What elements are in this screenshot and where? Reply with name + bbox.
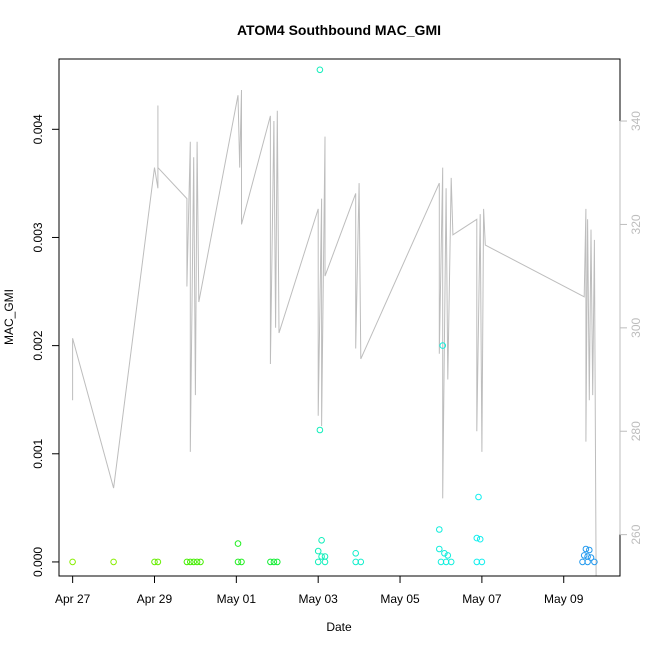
y2-tick-label: 300 — [629, 318, 643, 338]
scatter-point — [321, 558, 329, 566]
scatter-point — [183, 558, 191, 566]
scatter-point — [234, 558, 242, 566]
scatter-point — [318, 537, 325, 544]
scatter-point — [475, 493, 482, 501]
scatter-point — [439, 342, 447, 349]
x-tick-label: May 05 — [380, 592, 420, 606]
scatter-point — [586, 546, 593, 554]
scatter-point — [238, 558, 245, 566]
scatter-point — [476, 535, 484, 543]
y-axis: 0.000 0.001 0.002 0.003 0.004 — [31, 114, 60, 577]
scatter-series — [69, 66, 598, 566]
line-series — [72, 89, 597, 577]
scatter-point — [587, 554, 595, 561]
scatter-point — [270, 558, 278, 566]
y2-tick-label: 280 — [629, 421, 643, 441]
scatter-point — [437, 558, 445, 566]
x-axis-label: Date — [326, 620, 352, 634]
scatter-point — [321, 553, 329, 560]
y-tick-label: 0.003 — [31, 222, 45, 252]
scatter-point — [267, 558, 274, 566]
scatter-point — [473, 558, 481, 566]
scatter-point — [197, 558, 204, 566]
y2-axis: 260 280 300 320 340 — [619, 111, 643, 545]
line-series-path — [72, 89, 597, 577]
scatter-point — [154, 558, 162, 566]
y-tick-label: 0.002 — [31, 330, 45, 360]
scatter-point — [316, 426, 324, 434]
y-tick-label: 0.000 — [31, 547, 45, 577]
x-tick-label: Apr 27 — [55, 592, 91, 606]
y2-tick-label: 260 — [629, 524, 643, 544]
x-tick-label: Apr 29 — [137, 592, 173, 606]
scatter-point — [444, 552, 452, 559]
scatter-point — [447, 558, 455, 566]
y-tick-label: 0.001 — [31, 438, 45, 468]
scatter-point — [436, 526, 443, 533]
y-tick-label: 0.004 — [31, 114, 45, 144]
x-tick-label: May 01 — [217, 592, 257, 606]
scatter-point — [582, 545, 590, 553]
scatter-point — [187, 558, 194, 566]
scatter-point — [352, 558, 360, 566]
x-tick-label: May 03 — [299, 592, 339, 606]
plot-frame — [58, 58, 621, 577]
scatter-point — [318, 553, 325, 560]
scatter-point — [314, 547, 322, 555]
scatter-point — [442, 558, 450, 566]
y-axis-label: MAC_GMI — [2, 289, 16, 345]
scatter-point — [274, 558, 281, 566]
x-tick-label: May 09 — [544, 592, 584, 606]
scatter-point — [151, 558, 158, 566]
scatter-point — [352, 550, 360, 557]
scatter-point — [357, 558, 365, 566]
scatter-point — [316, 66, 324, 74]
x-axis: Apr 27 Apr 29 May 01 May 03 May 05 May 07 May … — [55, 575, 584, 606]
scatter-point — [436, 545, 443, 553]
chart-title: ATOM4 Southbound MAC_GMI — [237, 22, 441, 38]
scatter-point — [584, 558, 591, 566]
scatter-point — [234, 540, 242, 547]
scatter-point — [580, 552, 588, 559]
scatter-point — [478, 558, 486, 566]
scatter-point — [110, 558, 117, 566]
scatter-point — [193, 558, 201, 566]
scatter-point — [441, 550, 448, 557]
scatter-point — [591, 558, 598, 566]
x-tick-label: May 07 — [462, 592, 502, 606]
y2-tick-label: 320 — [629, 214, 643, 234]
y2-tick-label: 340 — [629, 111, 643, 131]
scatter-point — [579, 558, 586, 566]
scatter-point — [473, 534, 481, 542]
scatter-point — [190, 558, 197, 566]
scatter-point — [584, 553, 591, 560]
scatter-point — [314, 558, 322, 566]
scatter-point — [69, 558, 76, 566]
